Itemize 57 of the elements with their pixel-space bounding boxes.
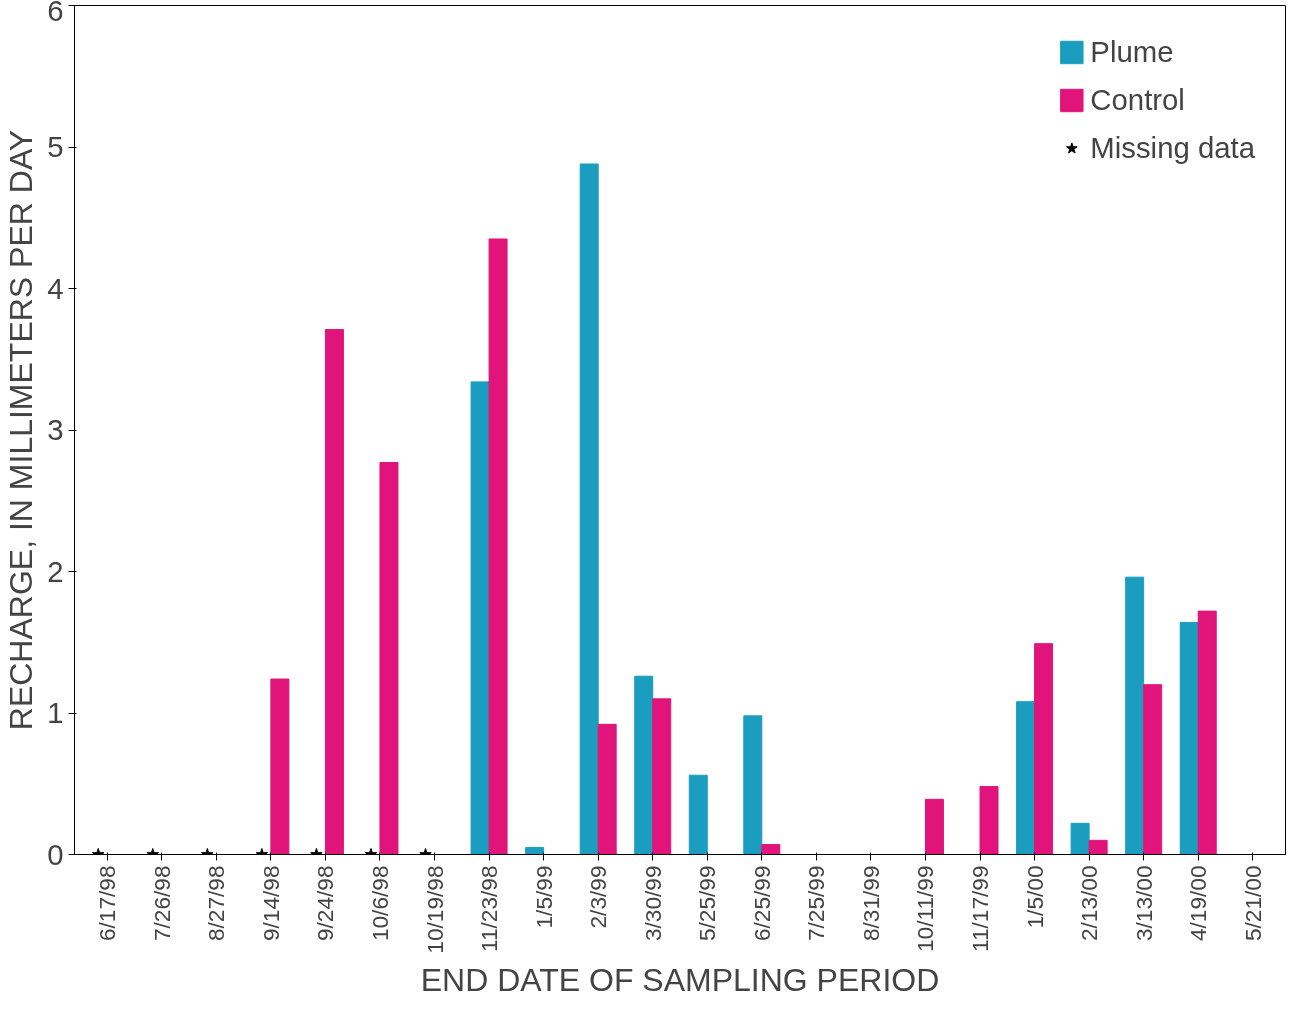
y-tick-label: 4	[47, 271, 64, 305]
bar	[579, 163, 599, 855]
x-tick-label: 8/31/99	[857, 865, 884, 942]
x-tick-label: 6/17/98	[94, 865, 121, 942]
x-tick-label: 5/25/99	[694, 865, 721, 942]
bar	[652, 698, 672, 855]
bar	[1016, 701, 1036, 855]
x-tick-label: 1/5/00	[1021, 865, 1048, 929]
x-tick-label: 10/11/99	[912, 865, 939, 953]
x-tick-label: 2/13/00	[1076, 865, 1103, 942]
x-tick-label: 5/21/00	[1239, 865, 1266, 942]
bar	[1088, 839, 1108, 855]
y-tick-label: 3	[47, 413, 64, 446]
bar	[979, 786, 999, 855]
x-tick-label: 9/14/98	[257, 865, 284, 942]
y-tick-label: 6	[47, 0, 64, 27]
x-axis-title: END DATE OF SAMPLING PERIOD	[420, 961, 940, 998]
bar	[1143, 684, 1163, 855]
x-tick-label: 8/27/98	[203, 865, 230, 942]
x-tick-label: 7/25/99	[803, 865, 830, 942]
bar	[924, 798, 944, 855]
x-tick-label: 10/19/98	[421, 865, 448, 954]
x-tick-label: 9/24/98	[312, 865, 339, 942]
y-tick-label: 1	[47, 696, 64, 729]
bar	[743, 715, 763, 855]
bar	[324, 329, 344, 855]
bar	[634, 675, 654, 855]
y-tick-label: 5	[47, 130, 64, 163]
x-tick-label: 1/5/99	[530, 865, 557, 929]
x-tick-label: 3/13/00	[1130, 865, 1157, 942]
bar	[525, 846, 545, 855]
x-tick-label: 3/30/99	[639, 865, 666, 942]
bar	[1070, 822, 1090, 855]
y-axis-title: RECHARGE, IN MILLIMETERS PER DAY	[3, 129, 40, 731]
y-tick-label: 2	[47, 554, 64, 588]
bar	[761, 844, 781, 855]
bar	[488, 238, 508, 855]
bar	[379, 462, 399, 855]
x-tick-label: 2/3/99	[585, 865, 612, 929]
x-tick-label: 10/6/98	[366, 865, 393, 942]
bar	[1034, 643, 1054, 855]
bar	[270, 678, 290, 855]
bar	[1179, 621, 1199, 855]
legend-label: Control	[1090, 83, 1185, 117]
bar	[597, 723, 617, 855]
x-tick-label: 11/23/98	[476, 865, 503, 953]
y-tick-label: 0	[47, 837, 64, 871]
x-tick-label: 4/19/00	[1185, 865, 1212, 942]
x-tick-label: 6/25/99	[748, 865, 775, 942]
bar	[688, 774, 708, 855]
legend-label: Plume	[1090, 35, 1174, 69]
bar	[1125, 576, 1145, 855]
x-tick-label: 11/17/99	[967, 865, 994, 953]
legend-label: Missing data	[1090, 131, 1255, 165]
bar	[1197, 610, 1217, 855]
x-tick-label: 7/26/98	[148, 865, 175, 942]
bar	[470, 381, 490, 855]
